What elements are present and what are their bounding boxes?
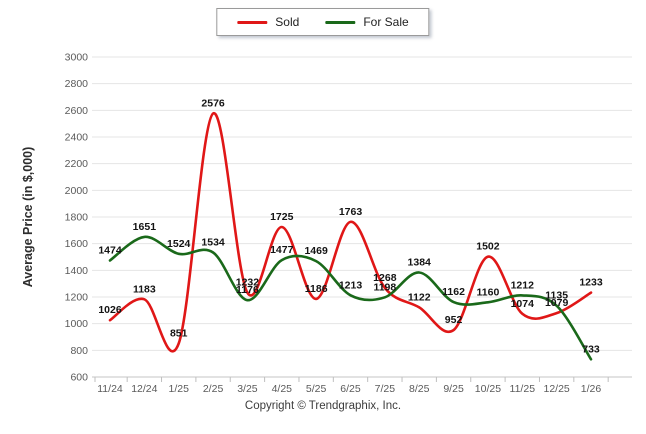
data-point-label: 1763 bbox=[339, 206, 363, 218]
x-tick-label: 4/25 bbox=[272, 383, 293, 395]
data-point-label: 1079 bbox=[545, 297, 569, 309]
copyright-text: Copyright © Trendgraphix, Inc. bbox=[244, 400, 402, 412]
x-tick-label: 1/25 bbox=[168, 383, 189, 395]
y-tick-label: 1600 bbox=[65, 238, 89, 250]
data-point-label: 1474 bbox=[98, 244, 122, 256]
y-tick-label: 3000 bbox=[65, 52, 89, 64]
y-tick-label: 600 bbox=[70, 372, 88, 384]
data-point-label: 1162 bbox=[442, 286, 465, 298]
legend-label-for-sale: For Sale bbox=[363, 15, 409, 29]
x-tick-label: 12/25 bbox=[544, 383, 570, 395]
x-tick-label: 10/25 bbox=[475, 383, 501, 395]
data-point-label: 1384 bbox=[408, 256, 432, 268]
data-labels-for-sale: 1474 1651 1524 1534 1176 1477 1469 1213 1198 1384… bbox=[98, 221, 600, 355]
data-point-label: 1135 bbox=[545, 290, 568, 302]
legend-item-sold: Sold bbox=[237, 15, 299, 29]
x-tick-label: 2/25 bbox=[203, 383, 224, 395]
data-point-label: 1176 bbox=[236, 284, 259, 296]
data-labels-sold: 1026 1183 851 2576 1232 1725 1186 1763 1268 1122 9… bbox=[98, 98, 603, 340]
data-point-label: 1469 bbox=[304, 245, 328, 257]
data-point-label: 851 bbox=[170, 328, 188, 340]
data-point-label: 1026 bbox=[98, 304, 122, 316]
y-tick-label: 2600 bbox=[65, 105, 89, 117]
data-point-label: 1477 bbox=[270, 244, 294, 256]
data-point-label: 1233 bbox=[579, 277, 603, 289]
x-tick-label: 6/25 bbox=[340, 383, 361, 395]
series-line-for-sale bbox=[108, 235, 593, 361]
x-tick-label: 5/25 bbox=[306, 383, 327, 395]
y-axis-tick-labels: 600 800 1000 1200 1400 1600 1800 2000 2200 2400 26… bbox=[65, 52, 89, 384]
data-point-label: 1502 bbox=[476, 241, 500, 253]
y-tick-label: 1200 bbox=[65, 292, 89, 304]
data-point-label: 1212 bbox=[511, 279, 535, 291]
data-point-label: 1232 bbox=[236, 277, 260, 289]
data-point-label: 1268 bbox=[373, 272, 397, 284]
legend-item-for-sale: For Sale bbox=[325, 15, 409, 29]
sold-line-swatch bbox=[237, 20, 268, 24]
data-point-label: 1160 bbox=[477, 286, 500, 298]
y-tick-label: 2400 bbox=[65, 132, 89, 144]
chart-legend: Sold For Sale bbox=[216, 8, 430, 36]
series-line-sold bbox=[108, 112, 593, 353]
data-point-label: 952 bbox=[445, 314, 463, 326]
x-tick-label: 11/24 bbox=[97, 383, 123, 395]
y-tick-label: 2000 bbox=[65, 185, 89, 197]
x-axis-tick-labels: 11/24 12/24 1/25 2/25 3/25 4/25 5/25 6/25 7/25 8/… bbox=[97, 383, 601, 395]
data-point-label: 1534 bbox=[201, 236, 225, 248]
data-point-label: 1651 bbox=[133, 221, 157, 233]
y-tick-label: 2200 bbox=[65, 158, 89, 170]
y-tick-label: 1800 bbox=[65, 212, 89, 224]
data-point-label: 1186 bbox=[305, 283, 328, 295]
data-point-label: 1183 bbox=[133, 283, 156, 295]
data-point-label: 1198 bbox=[373, 281, 396, 293]
x-tick-label: 8/25 bbox=[409, 383, 430, 395]
x-tick-label: 7/25 bbox=[375, 383, 396, 395]
legend-label-sold: Sold bbox=[275, 15, 300, 29]
x-tick-label: 12/24 bbox=[131, 383, 157, 395]
y-axis-title: Average Price (in $,000) bbox=[21, 147, 35, 288]
data-point-label: 1122 bbox=[408, 291, 431, 303]
y-tick-label: 1000 bbox=[65, 318, 89, 330]
x-tick-label: 1/26 bbox=[581, 383, 602, 395]
data-point-label: 1213 bbox=[339, 279, 363, 291]
y-tick-label: 2800 bbox=[65, 78, 89, 90]
data-point-label: 1074 bbox=[511, 298, 535, 310]
x-axis-ticks bbox=[94, 377, 609, 382]
data-point-label: 1725 bbox=[270, 211, 294, 223]
y-tick-label: 1400 bbox=[65, 265, 89, 277]
for-sale-line-swatch bbox=[325, 20, 356, 24]
data-point-label: 733 bbox=[582, 343, 600, 355]
y-tick-label: 800 bbox=[70, 345, 88, 357]
x-tick-label: 9/25 bbox=[443, 383, 464, 395]
data-point-label: 1524 bbox=[167, 238, 191, 250]
x-tick-label: 3/25 bbox=[237, 383, 258, 395]
x-tick-label: 11/25 bbox=[510, 383, 536, 395]
data-point-label: 2576 bbox=[201, 98, 225, 110]
